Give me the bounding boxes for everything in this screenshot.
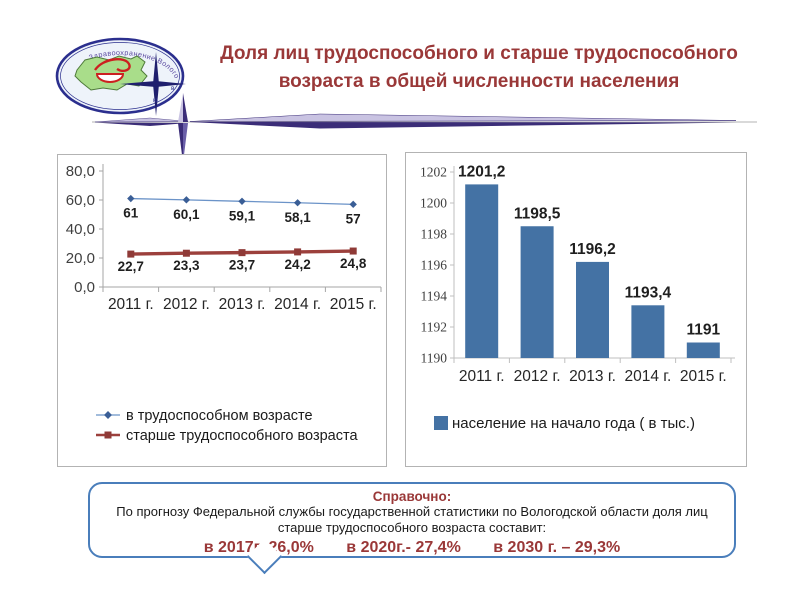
bar bbox=[631, 305, 665, 358]
square-marker-icon bbox=[349, 247, 357, 255]
note-body: По прогнозу Федеральной службы государст… bbox=[116, 504, 708, 536]
y-tick-label: 1202 bbox=[420, 165, 447, 180]
legend-square-icon bbox=[104, 431, 112, 439]
data-label: 24,2 bbox=[284, 257, 310, 272]
x-category-label: 2012 г. bbox=[163, 296, 210, 313]
workforce-line-chart: 0,0 20,0 40,0 60,0 80,0 2011 г. 2012 г. 2013 г.… bbox=[66, 163, 382, 444]
bar bbox=[576, 261, 609, 358]
forecast-2030: в 2030 г. – 29,3% bbox=[493, 538, 621, 556]
y-tick-label: 40,0 bbox=[66, 221, 95, 238]
workforce-line-chart-panel: 0,0 20,0 40,0 60,0 80,0 2011 г. 2012 г. 2013 г.… bbox=[57, 154, 387, 467]
diamond-marker-icon bbox=[293, 199, 302, 207]
x-category-label: 2011 г. bbox=[459, 368, 505, 385]
legend-label: население на начало года ( в тыс.) bbox=[452, 415, 695, 432]
square-marker-icon bbox=[294, 248, 302, 256]
forecast-2020: в 2020г.- 27,4% bbox=[346, 538, 461, 556]
y-tick-label: 0,0 bbox=[74, 279, 95, 296]
y-tick-label: 80,0 bbox=[66, 163, 95, 180]
y-tick-label: 60,0 bbox=[66, 192, 95, 209]
diamond-marker-icon bbox=[127, 194, 135, 203]
data-label: 1198,5 bbox=[514, 205, 561, 222]
data-label: 60,1 bbox=[173, 207, 200, 222]
slide-title-line1: Доля лиц трудоспособного и старше трудос… bbox=[220, 43, 738, 64]
square-marker-icon bbox=[238, 249, 246, 257]
logo-bowl-icon bbox=[95, 73, 125, 83]
data-label: 1201,2 bbox=[458, 163, 505, 180]
data-label: 58,1 bbox=[284, 210, 311, 225]
logo-inner-ring bbox=[60, 42, 180, 110]
x-category-label: 2011 г. bbox=[108, 296, 154, 313]
data-label: 23,3 bbox=[173, 258, 200, 273]
x-category-label: 2014 г. bbox=[624, 368, 671, 385]
data-label: 61 bbox=[123, 206, 139, 221]
data-label: 57 bbox=[346, 211, 361, 226]
logo-compass-star-icon bbox=[120, 52, 186, 116]
legend-square-icon bbox=[434, 416, 448, 430]
slide-title-line2: возраста в общей численности населения bbox=[278, 70, 680, 92]
data-label: 1193,4 bbox=[625, 284, 672, 301]
x-category-label: 2013 г. bbox=[219, 296, 266, 313]
logo-snake-icon bbox=[94, 58, 131, 72]
note-heading: Справочно: bbox=[372, 489, 452, 504]
legend-diamond-icon bbox=[104, 411, 112, 419]
logo-compass-letter-south: ю bbox=[153, 97, 158, 104]
bar bbox=[465, 184, 499, 358]
note-forecast: в 2017г.-26,0% в 2020г.- 27,4% в 2030 г.… bbox=[90, 539, 734, 557]
y-tick-label: 1190 bbox=[421, 351, 448, 366]
legend-label: в трудоспособном возрасте bbox=[126, 408, 313, 424]
vologda-health-logo: Здравоохранение Вологодской области в ю bbox=[53, 36, 186, 116]
logo-compass-letter-east: в bbox=[171, 85, 175, 92]
y-tick-label: 1196 bbox=[421, 258, 448, 273]
x-category-label: 2013 г. bbox=[569, 368, 616, 385]
y-tick-label: 1198 bbox=[421, 227, 448, 242]
slide-title: Доля лиц трудоспособного и старше трудос… bbox=[183, 40, 775, 95]
data-label: 23,7 bbox=[229, 258, 255, 273]
population-bar-chart: 1190 1192 1194 1196 1198 1200 1202 2011 г. 2012 … bbox=[420, 163, 735, 432]
square-marker-icon bbox=[182, 249, 190, 257]
data-label: 22,7 bbox=[118, 259, 144, 274]
legend-label: старше трудоспособного возраста bbox=[126, 428, 358, 444]
y-tick-label: 1200 bbox=[420, 196, 447, 211]
reference-note-box: Справочно: По прогнозу Федеральной служб… bbox=[88, 482, 736, 575]
population-bar-chart-panel: 1190 1192 1194 1196 1198 1200 1202 2011 г. 2012 … bbox=[405, 152, 747, 467]
bar bbox=[686, 342, 720, 358]
x-category-label: 2015 г. bbox=[330, 296, 377, 313]
data-label: 1196,2 bbox=[569, 241, 616, 258]
x-category-label: 2015 г. bbox=[680, 368, 727, 385]
data-label: 24,8 bbox=[340, 256, 367, 271]
data-label: 59,1 bbox=[229, 208, 256, 223]
diamond-marker-icon bbox=[349, 200, 357, 209]
y-tick-label: 1194 bbox=[421, 289, 448, 304]
x-category-label: 2014 г. bbox=[274, 296, 321, 313]
diamond-marker-icon bbox=[238, 197, 246, 205]
y-tick-label: 20,0 bbox=[66, 250, 95, 267]
data-label: 1191 bbox=[686, 322, 720, 339]
bar bbox=[520, 226, 554, 358]
square-marker-icon bbox=[127, 250, 135, 258]
x-category-label: 2012 г. bbox=[514, 368, 561, 385]
diamond-marker-icon bbox=[182, 196, 191, 204]
y-tick-label: 1192 bbox=[421, 320, 448, 335]
